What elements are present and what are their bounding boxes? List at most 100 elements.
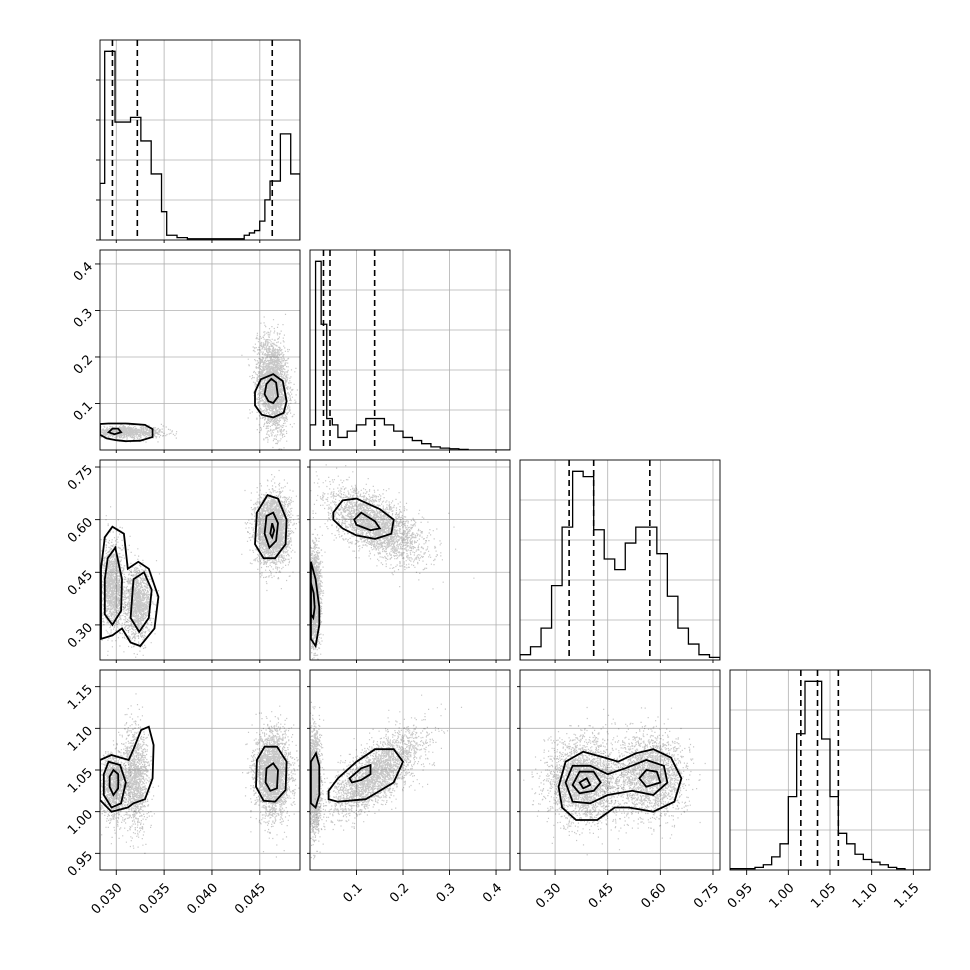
y-tick-label: 0.4	[71, 259, 96, 284]
contour-line	[100, 525, 160, 648]
panel-frame	[99, 459, 301, 661]
scatter-points	[310, 694, 463, 831]
histogram-step-line	[100, 50, 300, 240]
panel-frame	[309, 249, 511, 451]
x-axis-3: 0.95 1.00 1.05 1.10 1.15	[725, 870, 923, 912]
contour-line	[106, 427, 123, 436]
y-tick-label: 1.05	[65, 765, 96, 796]
scatter-points	[241, 313, 300, 450]
contour-line	[108, 768, 120, 797]
contour-line	[310, 561, 321, 649]
contour-line	[564, 759, 669, 805]
panel-frame	[99, 39, 301, 241]
histogram-panel-2	[519, 459, 721, 661]
contour-line	[571, 770, 602, 795]
gridlines	[520, 460, 720, 660]
x-tick-label: 0.4	[480, 881, 505, 906]
x-tick-label: 0.3	[434, 881, 459, 906]
contour-line	[263, 511, 279, 550]
scatter-content	[100, 469, 300, 658]
histogram-content	[520, 460, 720, 660]
y-tick-label: 1.15	[65, 682, 96, 713]
x-tick-label: 0.30	[533, 881, 564, 912]
gridlines	[100, 460, 300, 660]
x-tick-label: 0.030	[89, 881, 126, 918]
histogram-content	[730, 670, 930, 870]
x-tick-label: 1.00	[767, 881, 798, 912]
x-tick-label: 0.1	[341, 881, 366, 906]
y-tick-label: 0.1	[71, 399, 96, 424]
scatter-points	[310, 464, 475, 590]
y-tick-label: 0.2	[71, 352, 96, 377]
contour-line	[332, 497, 395, 540]
contour-line	[254, 373, 288, 419]
histogram-step-line	[310, 260, 510, 450]
y-tick-label: 0.45	[65, 568, 96, 599]
panel-frame	[99, 249, 301, 451]
scatter-content	[310, 464, 475, 660]
contour-line	[578, 777, 592, 790]
scatter-panel-2-0	[99, 459, 301, 661]
contour-line	[102, 760, 127, 809]
x-tick-label: 0.2	[387, 881, 412, 906]
contour-line	[103, 545, 123, 627]
x-tick-label: 0.040	[184, 881, 221, 918]
x-tick-label: 1.05	[808, 881, 839, 912]
contour-line	[264, 762, 279, 792]
scatter-points	[310, 701, 326, 860]
gridlines	[310, 460, 510, 660]
x-tick-label: 0.45	[586, 881, 617, 912]
histogram-panel-1	[309, 249, 511, 451]
histogram-content	[310, 250, 510, 450]
y-ticks	[96, 79, 100, 241]
contour-line	[327, 748, 405, 803]
gridlines	[520, 670, 720, 870]
contour-line	[100, 725, 155, 813]
scatter-content	[310, 694, 463, 860]
contour-line	[255, 745, 288, 803]
contour-line	[310, 582, 316, 621]
histogram-step-line	[730, 680, 930, 870]
scatter-points	[242, 705, 300, 858]
scatter-panel-1-0	[99, 249, 301, 451]
y-tick-label: 0.60	[65, 515, 96, 546]
x-tick-label: 1.10	[850, 881, 881, 912]
y-tick-label: 0.3	[71, 306, 96, 331]
x-tick-label: 0.035	[136, 881, 173, 918]
scatter-panel-3-0	[99, 669, 301, 871]
y-tick-label: 0.75	[65, 462, 96, 493]
x-tick-label: 0.75	[691, 881, 722, 912]
x-tick-label: 0.95	[725, 881, 756, 912]
scatter-points	[100, 506, 133, 656]
scatter-panel-3-1	[309, 669, 511, 871]
histogram-panel-0	[96, 39, 301, 241]
contour-line	[638, 769, 662, 788]
gridlines	[310, 670, 510, 870]
scatter-panel-3-2	[519, 669, 721, 871]
x-tick-label: 0.045	[232, 881, 269, 918]
y-axis-1: 0.1 0.2 0.3 0.4	[71, 259, 100, 424]
histogram-step-line	[520, 470, 720, 660]
x-tick-label: 1.15	[892, 881, 923, 912]
contour-line	[269, 522, 276, 540]
contour-line	[353, 511, 382, 532]
scatter-panel-2-1	[309, 459, 511, 661]
scatter-content	[523, 706, 706, 856]
contour-line	[557, 748, 683, 821]
panel-frame	[309, 459, 511, 661]
contour-line	[263, 377, 279, 405]
y-tick-label: 1.00	[65, 807, 96, 838]
scatter-points	[111, 693, 160, 854]
y-tick-label: 0.30	[65, 620, 96, 651]
gridlines	[100, 40, 300, 240]
scatter-content	[100, 313, 300, 450]
contour-line	[310, 751, 321, 810]
contour-line	[129, 570, 153, 634]
histogram-panel-3	[729, 669, 931, 871]
y-tick-label: 0.95	[65, 849, 96, 880]
gridlines	[310, 250, 510, 450]
scatter-content	[100, 693, 300, 858]
contour-line	[254, 494, 288, 560]
histogram-content	[100, 40, 300, 240]
